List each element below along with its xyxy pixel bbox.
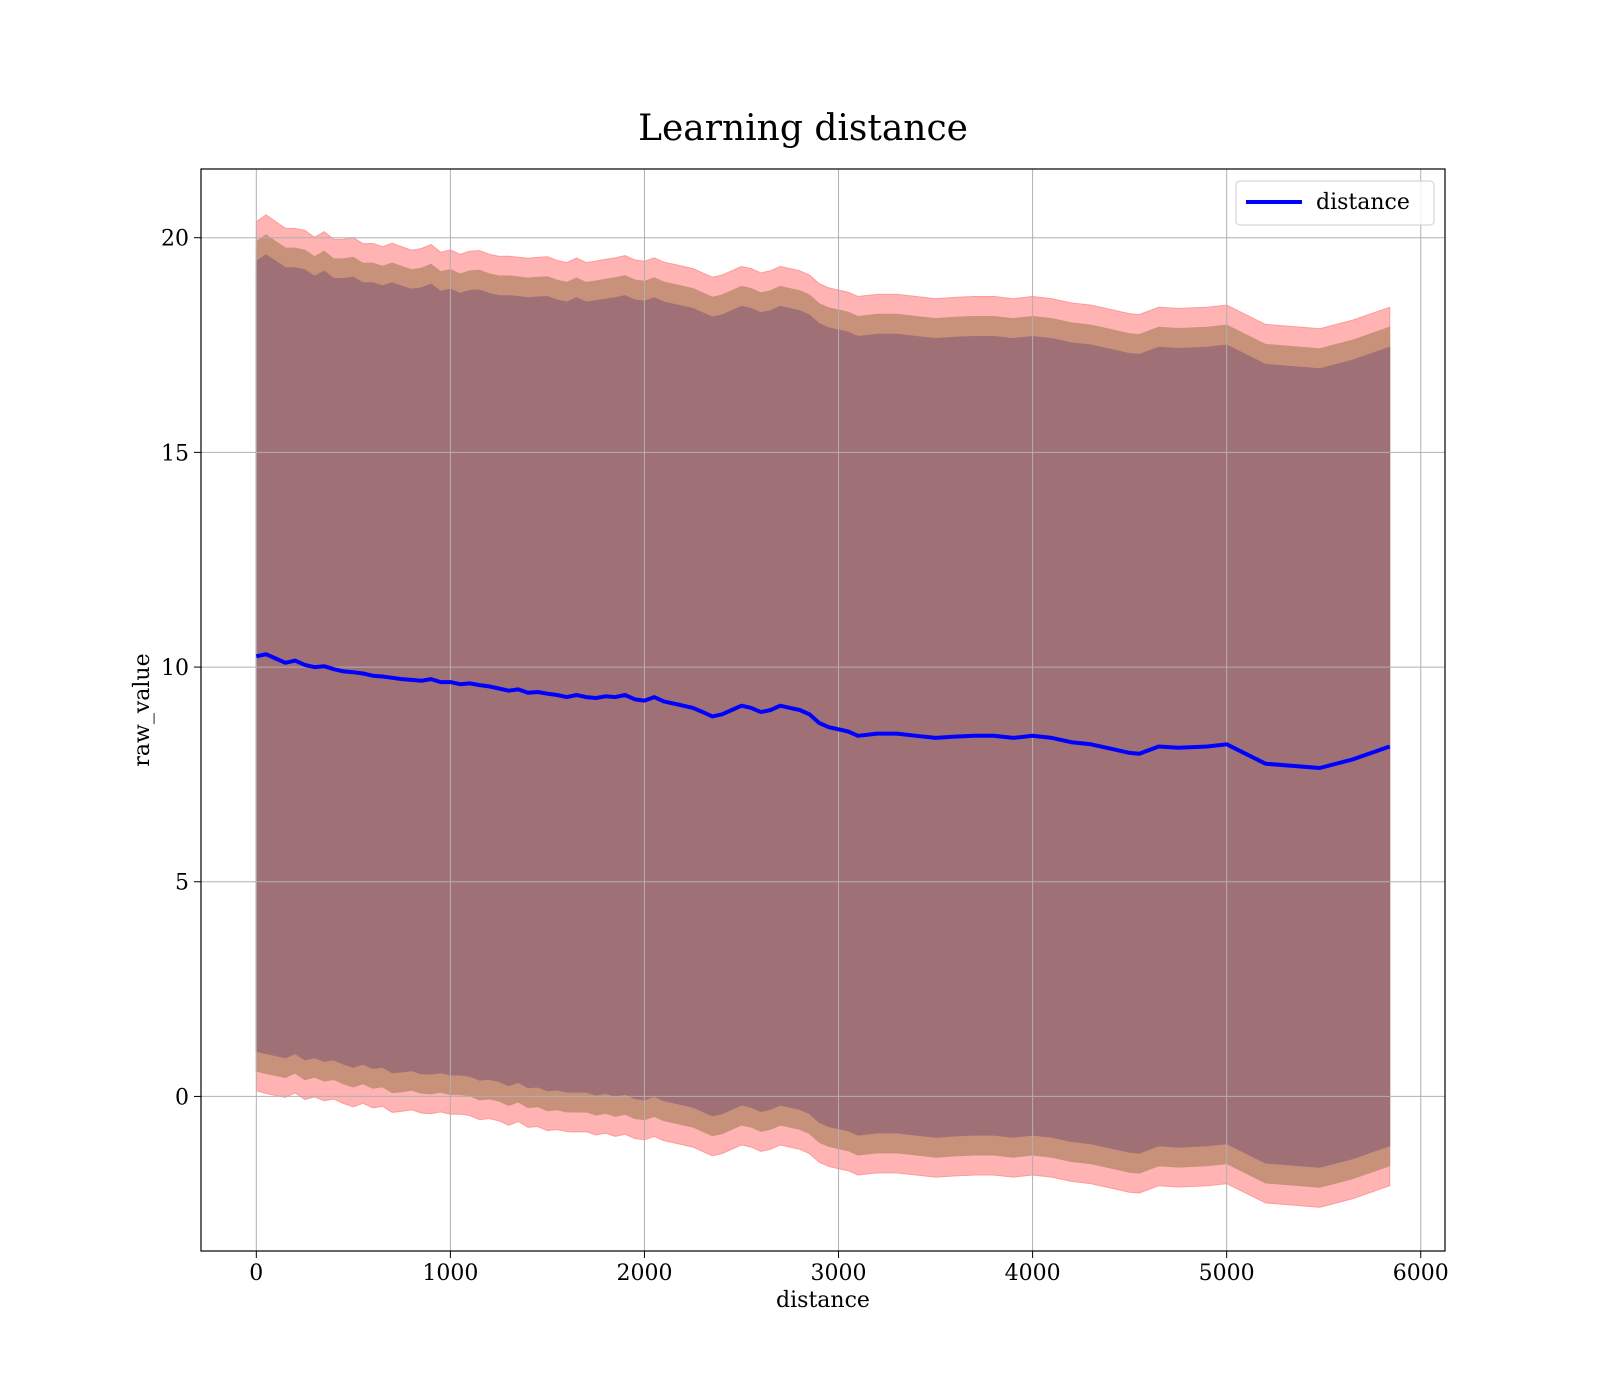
legend-box — [1235, 180, 1435, 226]
grid-lines — [201, 169, 1445, 1251]
x-tick-label: 1000 — [422, 1261, 478, 1286]
y-tick-label: 10 — [161, 656, 189, 681]
chart-title: Learning distance — [638, 108, 968, 149]
y-tick-label: 20 — [161, 227, 189, 252]
x-tick-label: 3000 — [811, 1261, 867, 1286]
x-tick-label: 5000 — [1199, 1261, 1255, 1286]
x-tick-label: 2000 — [616, 1261, 672, 1286]
series-line-distance — [255, 652, 1391, 770]
inner-band — [255, 254, 1391, 1168]
series-lines — [255, 652, 1391, 770]
x-tick-label: 6000 — [1393, 1261, 1449, 1286]
y-axis-ticks: 0 5 10 15 20 — [161, 227, 201, 1110]
y-tick-label: 0 — [175, 1085, 189, 1110]
y-tick-label: 15 — [161, 441, 189, 466]
x-axis-ticks: 0 1000 2000 3000 4000 5000 6000 — [249, 1251, 1449, 1286]
x-tick-label: 4000 — [1005, 1261, 1061, 1286]
y-tick-label: 5 — [175, 871, 189, 896]
x-axis-label: distance — [776, 1288, 870, 1313]
plot-frame — [200, 168, 1446, 1252]
y-axis-label: raw_value — [130, 653, 155, 766]
x-tick-label: 0 — [249, 1261, 263, 1286]
legend: distance — [1235, 180, 1435, 226]
legend-label: distance — [1316, 190, 1410, 215]
std-bands — [255, 214, 1391, 1208]
